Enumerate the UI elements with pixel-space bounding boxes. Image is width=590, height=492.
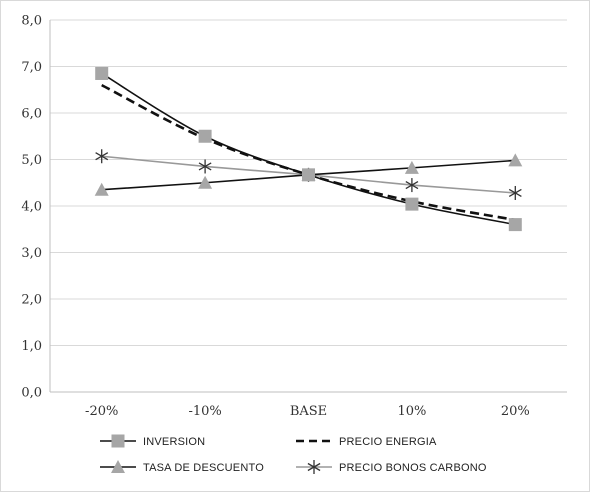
y-tick-label: 2,0	[21, 293, 42, 308]
y-tick-label: 4,0	[21, 200, 42, 215]
marker-inversion-4	[508, 218, 522, 232]
marker-inversion-3	[405, 197, 419, 211]
y-tick-label: 0,0	[21, 386, 42, 401]
x-tick-label: -10%	[188, 404, 221, 419]
x-tick-label: BASE	[290, 404, 327, 419]
marker-precio-bonos-carbono-3	[405, 178, 419, 193]
y-tick-label: 6,0	[21, 107, 42, 122]
legend-item-tasa-de-descuento: TASA DE DESCUENTO	[100, 460, 264, 474]
marker-tasa-de-descuento-1	[198, 175, 213, 189]
legend: INVERSION PRECIO ENERGIA TASA DE DESCUENTO…	[100, 434, 487, 474]
marker-precio-bonos-carbono-4	[508, 185, 522, 200]
y-tick-label: 8,0	[21, 14, 42, 29]
legend-item-inversion: INVERSION	[100, 434, 205, 448]
x-tick-label: 10%	[397, 404, 426, 419]
legend-swatch-marker	[111, 434, 125, 448]
marker-tasa-de-descuento-4	[508, 153, 523, 167]
marker-inversion-0	[95, 66, 109, 80]
axes	[49, 20, 567, 393]
x-tick-label: 20%	[501, 404, 530, 419]
legend-item-precio-bonos-carbono: PRECIO BONOS CARBONO	[296, 460, 487, 474]
legend-swatch-marker	[307, 460, 321, 474]
marker-precio-bonos-carbono-0	[95, 149, 109, 164]
legend-label: INVERSION	[143, 436, 205, 448]
marker-precio-bonos-carbono-1	[198, 159, 212, 174]
legend-label: PRECIO ENERGIA	[339, 436, 437, 448]
y-tick-label: 3,0	[21, 246, 42, 261]
marker-tasa-de-descuento-3	[404, 160, 419, 174]
legend-swatch-marker	[111, 460, 125, 473]
series-markers	[94, 66, 523, 232]
y-tick-label: 5,0	[21, 153, 42, 168]
x-axis-ticks: -20% -10% BASE 10% 20%	[85, 404, 530, 419]
y-tick-label: 7,0	[21, 60, 42, 75]
x-tick-label: -20%	[85, 404, 118, 419]
legend-item-precio-energia: PRECIO ENERGIA	[296, 436, 437, 448]
marker-inversion-2	[302, 168, 315, 182]
y-tick-label: 1,0	[21, 339, 42, 354]
y-axis-ticks: 0,0 1,0 2,0 3,0 4,0 5,0 6,0 7,0 8,0	[21, 14, 42, 401]
marker-tasa-de-descuento-0	[94, 182, 109, 196]
legend-label: TASA DE DESCUENTO	[143, 462, 264, 474]
legend-label: PRECIO BONOS CARBONO	[339, 462, 487, 474]
marker-inversion-1	[198, 129, 212, 143]
